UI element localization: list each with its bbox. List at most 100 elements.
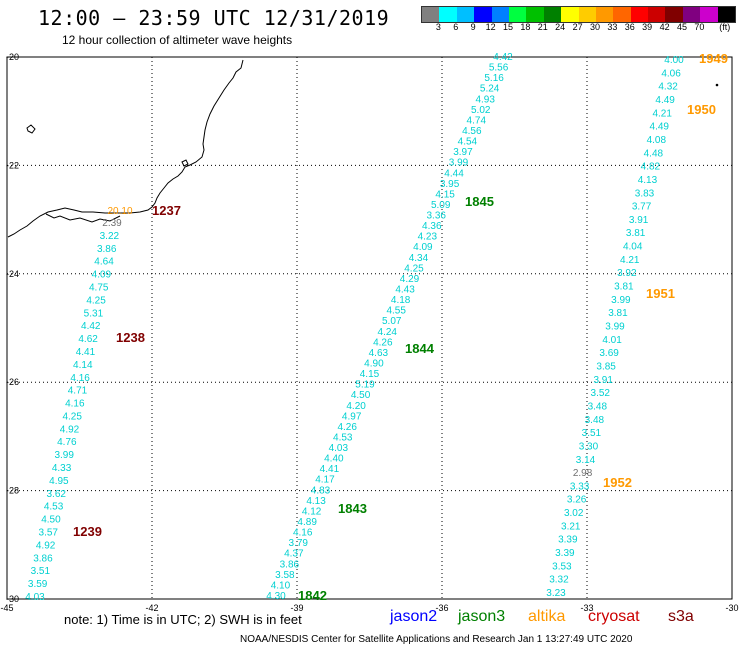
legend-label: 9 <box>470 22 476 32</box>
lon-tick-label: -45 <box>0 603 13 613</box>
altika-swh-value: 3.02 <box>564 508 584 519</box>
cryosat-swh-value: 4.25 <box>62 411 82 422</box>
altika-swh-value: 4.49 <box>655 95 675 106</box>
cryosat-swh-value: 4.25 <box>86 295 106 306</box>
legend-swatch <box>561 7 579 22</box>
track-time-label: 1843 <box>338 501 367 516</box>
graticule <box>7 57 732 599</box>
jason3-swh-value: 4.12 <box>302 506 322 517</box>
cryosat-swh-value: 20.10 <box>107 206 132 217</box>
lat-tick-label: -30 <box>6 594 19 604</box>
altika-swh-value: 3.26 <box>567 495 587 506</box>
jason3-swh-value: 4.25 <box>404 263 424 274</box>
altika-swh-value: 4.32 <box>658 82 678 93</box>
island-dot <box>715 83 719 87</box>
jason3-swh-value: 4.90 <box>364 358 384 369</box>
altika-swh-value: 4.08 <box>647 135 667 146</box>
legend-swatch <box>682 7 701 22</box>
legend-label: 27 <box>572 22 583 32</box>
jason3-swh-value: 4.15 <box>435 189 455 200</box>
track-time-label: 1845 <box>465 194 494 209</box>
legend-swatch <box>508 7 527 22</box>
legend-swatch <box>665 7 683 22</box>
jason3-swh-value: 4.29 <box>400 274 420 285</box>
cryosat-swh-value: 4.16 <box>70 373 90 384</box>
track-time-label: 1949 <box>699 51 728 66</box>
cryosat-swh-value: 3.62 <box>47 489 67 500</box>
legend-label: 30 <box>589 22 601 32</box>
altika-swh-value: 3.14 <box>576 455 596 466</box>
page-title: 12:00 – 23:59 UTC 12/31/2019 <box>38 6 390 30</box>
altika-swh-value: 3.39 <box>555 548 575 559</box>
cryosat-swh-value: 3.86 <box>97 244 117 255</box>
coastline-inlet <box>45 213 121 223</box>
lon-tick-label: -42 <box>145 603 158 613</box>
satellite-key-jason3: jason3 <box>458 608 506 625</box>
legend-swatch <box>543 7 562 22</box>
jason3-swh-value: 4.83 <box>311 485 331 496</box>
legend-label: 18 <box>520 22 531 32</box>
altika-swh-value: 2.98 <box>573 468 593 479</box>
track-time-label: 1952 <box>603 475 632 490</box>
altika-swh-value: 4.13 <box>638 175 658 186</box>
cryosat-swh-value: 4.09 <box>92 270 112 281</box>
jason3-swh-value: 4.97 <box>342 411 362 422</box>
altika-swh-value: 3.52 <box>591 388 611 399</box>
legend-swatch <box>422 7 440 22</box>
legend-swatch <box>439 7 457 22</box>
jason3-swh-value: 5.19 <box>355 380 375 391</box>
coastline-island <box>181 159 189 167</box>
cryosat-swh-value: 4.50 <box>41 515 61 526</box>
jason3-swh-value: 4.17 <box>315 475 335 486</box>
jason3-swh-value: 4.03 <box>329 443 349 454</box>
altika-swh-value: 4.06 <box>661 68 681 79</box>
legend-label: 3 <box>435 22 441 32</box>
legend-swatch <box>717 7 736 22</box>
legend-label: 12 <box>485 22 496 32</box>
jason3-swh-value: 4.63 <box>369 348 389 359</box>
lat-tick-label: -22 <box>6 160 19 170</box>
jason3-swh-value: 3.36 <box>427 211 447 222</box>
altika-swh-value: 3.92 <box>617 268 637 279</box>
lat-tick-label: -26 <box>6 377 19 387</box>
cryosat-swh-value: 4.76 <box>57 437 77 448</box>
legend-label: 70 <box>694 22 705 32</box>
jason3-swh-value: 4.26 <box>337 422 357 433</box>
cryosat-swh-value: 4.14 <box>73 360 93 371</box>
jason3-swh-value: 4.53 <box>333 432 353 443</box>
cryosat-swh-value: 3.57 <box>39 528 59 539</box>
track-time-label: 1844 <box>405 341 435 356</box>
lon-tick-label: -39 <box>290 603 303 613</box>
legend-swatch <box>526 7 544 22</box>
altika-swh-value: 3.99 <box>611 295 631 306</box>
jason3-swh-value: 4.36 <box>422 221 442 232</box>
cryosat-swh-value: 4.41 <box>76 347 96 358</box>
track-time-label: 1238 <box>116 330 145 345</box>
cryosat-swh-value: 4.33 <box>52 463 72 474</box>
legend-label: 45 <box>676 22 688 32</box>
jason3-swh-value: 4.41 <box>320 464 340 475</box>
satellite-key-cryosat: cryosat <box>588 608 640 625</box>
altika-swh-value: 3.77 <box>632 202 652 213</box>
jason3-swh-value: 5.02 <box>471 105 491 116</box>
jason3-swh-value: 4.43 <box>395 285 415 296</box>
cryosat-swh-value: 2.39 <box>102 218 122 229</box>
jason3-swh-value: 4.54 <box>458 137 478 148</box>
cryosat-swh-value: 3.99 <box>54 450 74 461</box>
altika-swh-value: 4.48 <box>644 148 664 159</box>
jason3-swh-value: 4.13 <box>306 496 326 507</box>
coastline <box>7 59 244 238</box>
jason3-swh-value: 5.07 <box>382 316 402 327</box>
legend-swatch <box>630 7 649 22</box>
jason3-swh-value: 5.16 <box>484 73 504 84</box>
altika-swh-value: 3.48 <box>585 415 605 426</box>
altika-swh-value: 3.85 <box>596 361 616 372</box>
altika-swh-value: 4.04 <box>623 242 643 253</box>
jason3-swh-value: 3.99 <box>449 158 469 169</box>
legend-label: 24 <box>555 22 566 32</box>
altika-swh-value: 3.21 <box>561 521 581 532</box>
altika-swh-value: 3.83 <box>635 188 655 199</box>
jason3-swh-value: 4.23 <box>418 232 438 243</box>
altika-swh-value: 3.91 <box>629 215 649 226</box>
lat-tick-label: -28 <box>6 486 19 496</box>
